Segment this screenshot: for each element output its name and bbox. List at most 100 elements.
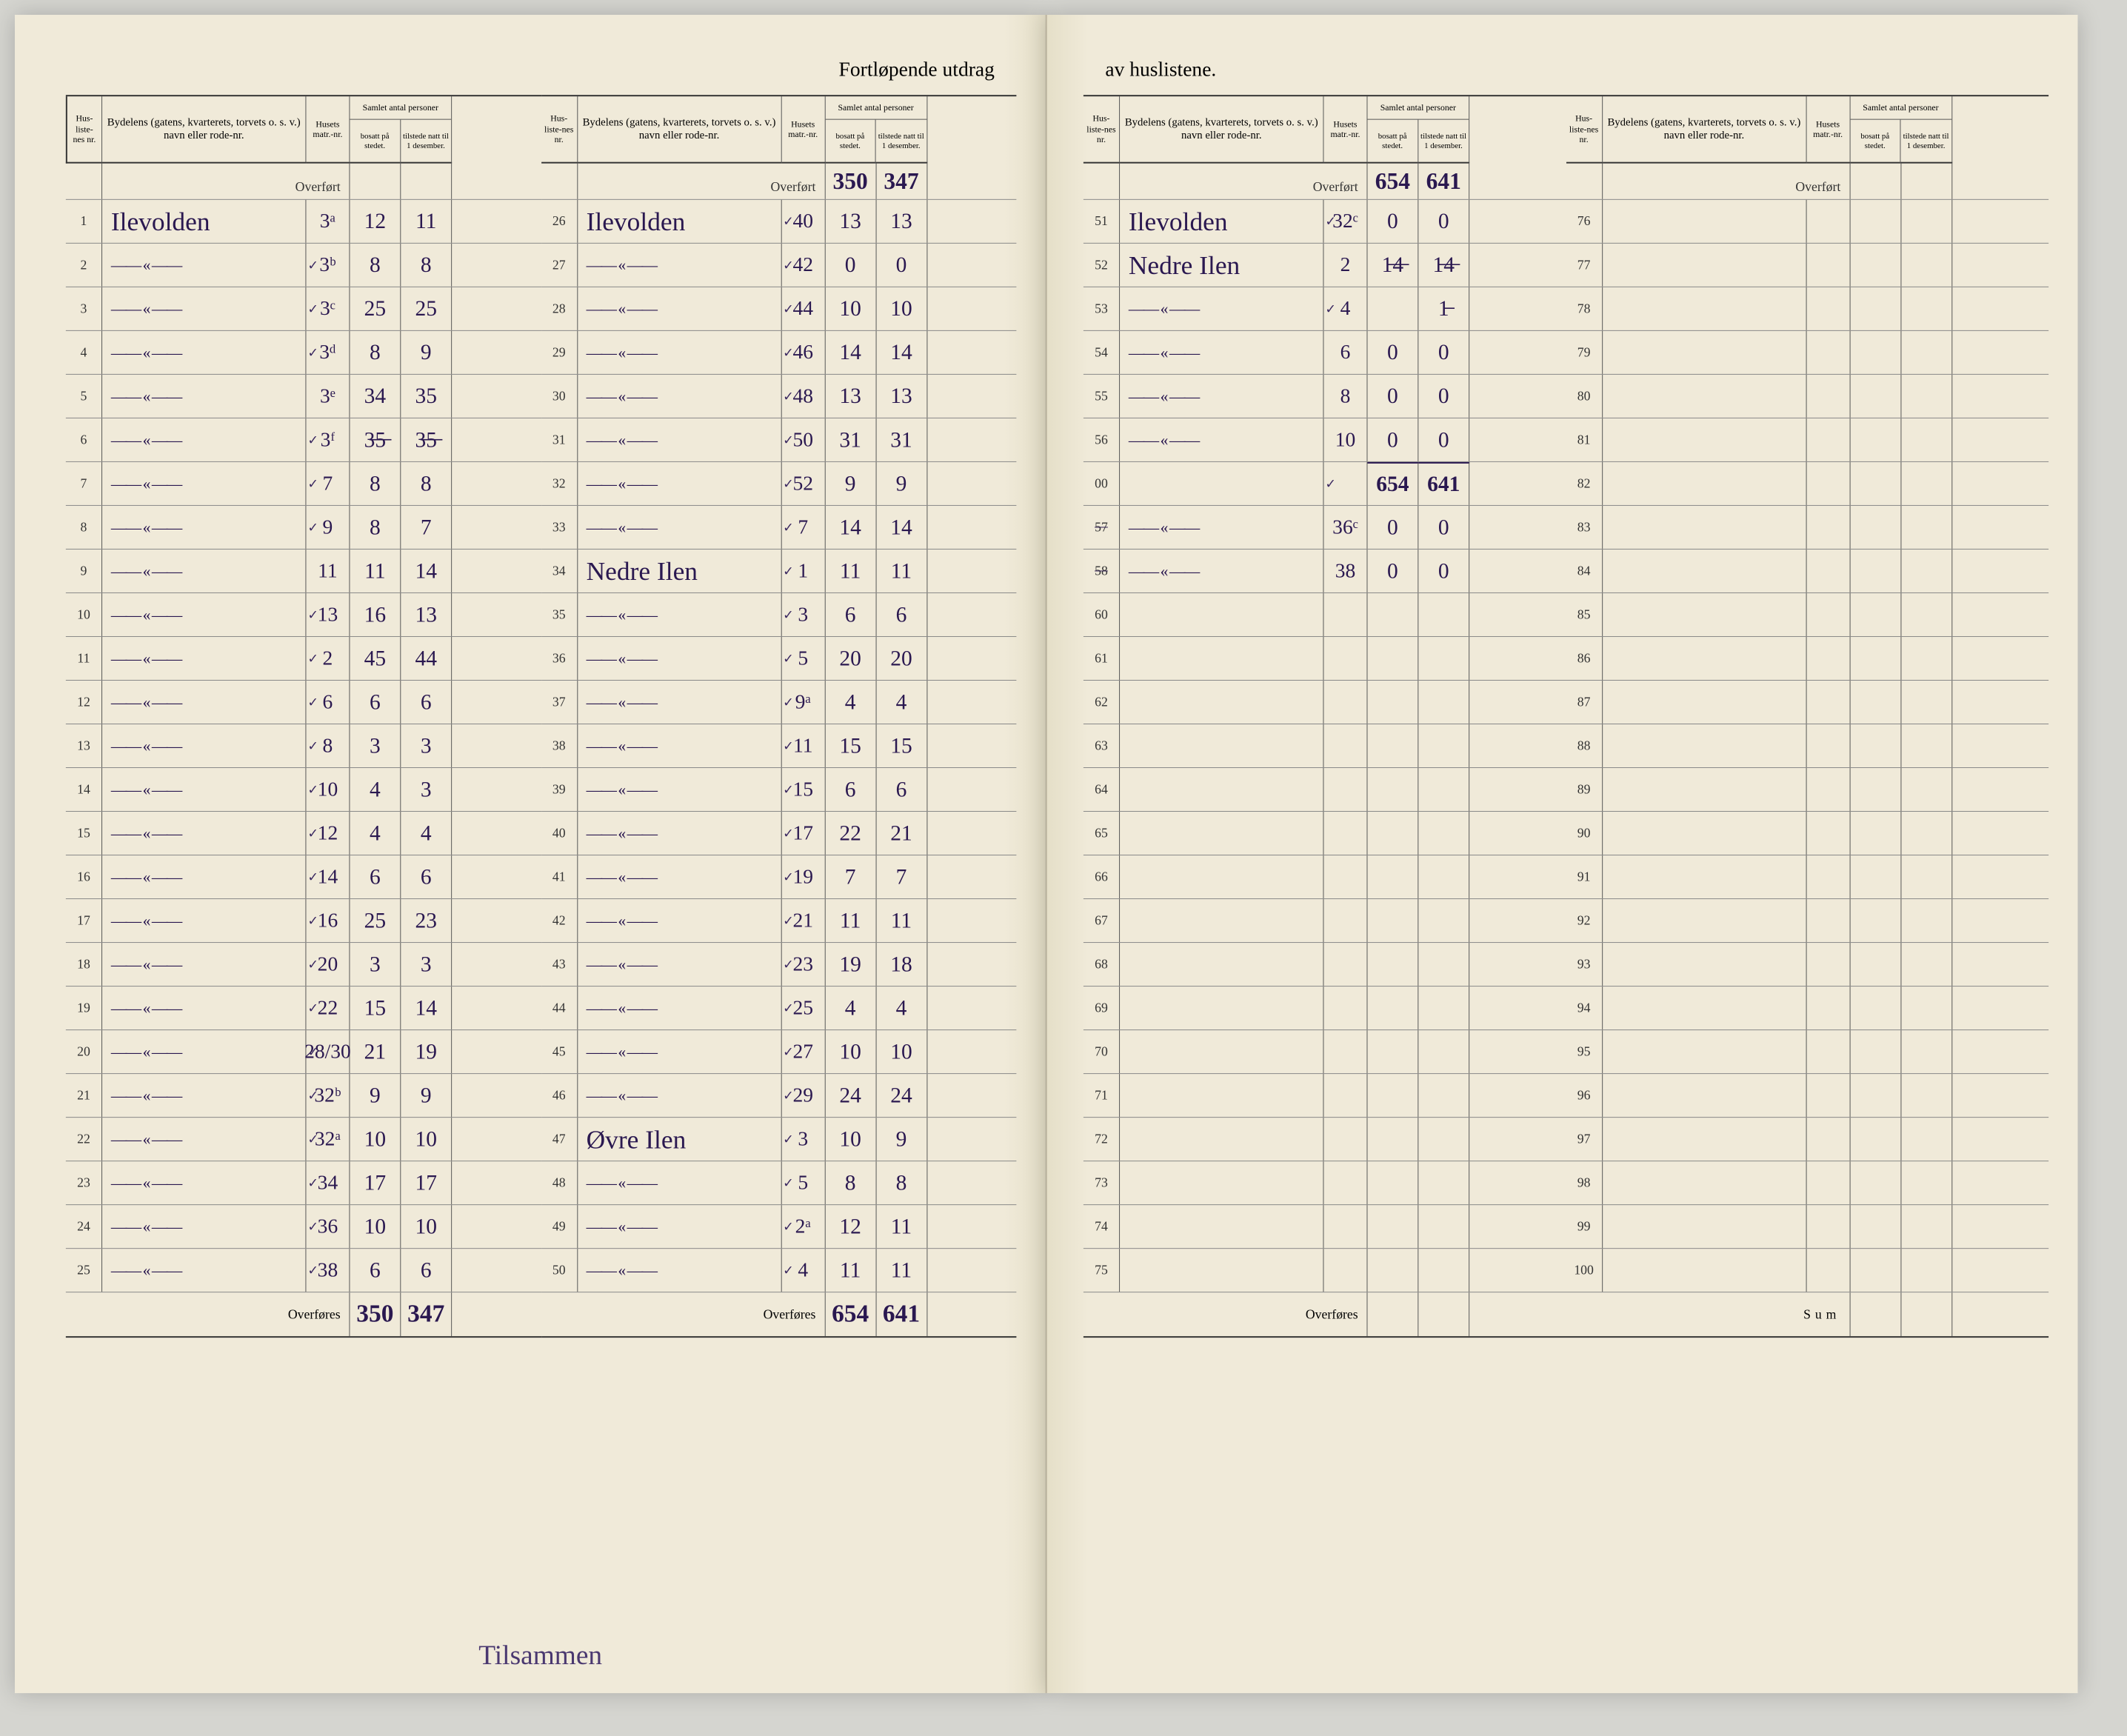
row-matr [1806,506,1850,549]
row-bosatt [1367,287,1418,330]
row-bosatt [1367,681,1418,724]
hdr-matr: Husets matr.-nr. [306,96,350,163]
row-matr: 17✓ [781,812,825,855]
row-matr: 20✓ [306,943,350,986]
row-number: 60 [1083,593,1120,636]
row-bosatt: 0 [1367,375,1418,418]
table-row: 7—— « ——7✓88 [66,462,541,506]
table-row: 85 [1566,593,2048,637]
row-tilstede: 13 [876,200,927,243]
row-number: 95 [1566,1030,1602,1073]
row-number: 93 [1566,943,1602,986]
table-row: 48—— « ——5✓88 [541,1161,1017,1205]
row-matr: 7✓ [781,506,825,549]
block3-overfort-p1: 654 [1367,164,1418,199]
row-number: 90 [1566,812,1602,855]
row-tilstede: 0 [1418,375,1469,418]
row-number: 4 [66,331,102,374]
row-bydelens: —— « —— [102,331,306,374]
hdr-bosatt: bosatt på stedet. [825,120,875,164]
row-tilstede: 9 [876,462,927,505]
row-bydelens [1603,1074,1806,1117]
row-number: 00 [1083,462,1120,505]
row-tilstede [1901,724,1952,767]
hdr-samlet: Samlet antal personer [350,96,451,119]
row-bydelens: —— « —— [102,768,306,811]
row-bosatt: 6 [825,593,876,636]
row-matr: 8✓ [306,724,350,767]
row-number: 14 [66,768,102,811]
row-number: 74 [1083,1205,1120,1248]
table-row: 77 [1566,244,2048,287]
row-bosatt [1367,593,1418,636]
row-matr: 4✓ [1323,287,1367,330]
row-bosatt [1850,1030,1901,1073]
row-bosatt: 21 [350,1030,401,1073]
row-number: 58 [1083,550,1120,592]
row-tilstede [1418,768,1469,811]
block-1: Hus-liste-nes nr. Bydelens (gatens, kvar… [66,95,541,1338]
block2-sum-p2: 641 [876,1292,927,1336]
row-bosatt: 0 [1367,506,1418,549]
hdr-bosatt: bosatt på stedet. [1850,120,1900,164]
row-bosatt [1850,855,1901,898]
row-tilstede [1901,375,1952,418]
row-bosatt [1367,943,1418,986]
row-matr [1323,1161,1367,1204]
row-bydelens [1603,899,1806,942]
row-bosatt: 13 [825,375,876,418]
row-number: 32 [541,462,578,505]
row-matr: 50✓ [781,418,825,461]
row-matr [1323,1074,1367,1117]
table-row: 11—— « ——2✓4544 [66,637,541,681]
row-matr: 16✓ [306,899,350,942]
row-tilstede [1418,1249,1469,1292]
table-row: 33—— « ——7✓1414 [541,506,1017,550]
row-bosatt [1850,244,1901,287]
row-tilstede [1901,506,1952,549]
hdr-persons: Samlet antal personer bosatt på stedet. … [1367,96,1469,163]
row-bydelens: —— « —— [578,855,781,898]
row-matr [1806,855,1850,898]
row-bydelens: —— « —— [102,287,306,330]
table-row: 71 [1083,1074,1566,1118]
tilsammen-label: Tilsammen [478,1639,602,1671]
row-matr: 19✓ [781,855,825,898]
row-bosatt [1850,724,1901,767]
row-bosatt: 45 [350,637,401,680]
table-row: 76 [1566,200,2048,244]
row-bosatt: 17 [350,1161,401,1204]
table-row: 56—— « ——1000 [1083,418,1566,462]
table-row: 80 [1566,375,2048,418]
table-row: 12—— « ——6✓66 [66,681,541,724]
row-number: 80 [1566,375,1602,418]
row-tilstede: 31 [876,418,927,461]
row-tilstede [1418,593,1469,636]
row-number: 83 [1566,506,1602,549]
row-bydelens: —— « —— [578,768,781,811]
row-matr [1323,768,1367,811]
row-matr: 9✓ [306,506,350,549]
row-number: 81 [1566,418,1602,461]
row-tilstede [1901,1118,1952,1161]
row-number: 21 [66,1074,102,1117]
overfort-label: Overført [578,164,825,199]
row-bydelens [1603,506,1806,549]
row-bydelens: —— « —— [1120,506,1323,549]
table-row: 49—— « ——2ᵃ✓1211 [541,1205,1017,1249]
row-bosatt [1367,899,1418,942]
row-bydelens: —— « —— [1120,287,1323,330]
row-bydelens: —— « —— [578,637,781,680]
table-row: 22—— « ——32ᵃ✓1010 [66,1118,541,1161]
table-row: 84 [1566,550,2048,593]
row-number: 27 [541,244,578,287]
row-bosatt [1850,637,1901,680]
table-row: 20—— « ——28/30✓2119 [66,1030,541,1074]
row-number: 26 [541,200,578,243]
row-matr [1323,593,1367,636]
row-tilstede [1901,1249,1952,1292]
row-bosatt: 8 [350,244,401,287]
row-bosatt [1850,681,1901,724]
row-bosatt: 10 [825,287,876,330]
row-number: 41 [541,855,578,898]
